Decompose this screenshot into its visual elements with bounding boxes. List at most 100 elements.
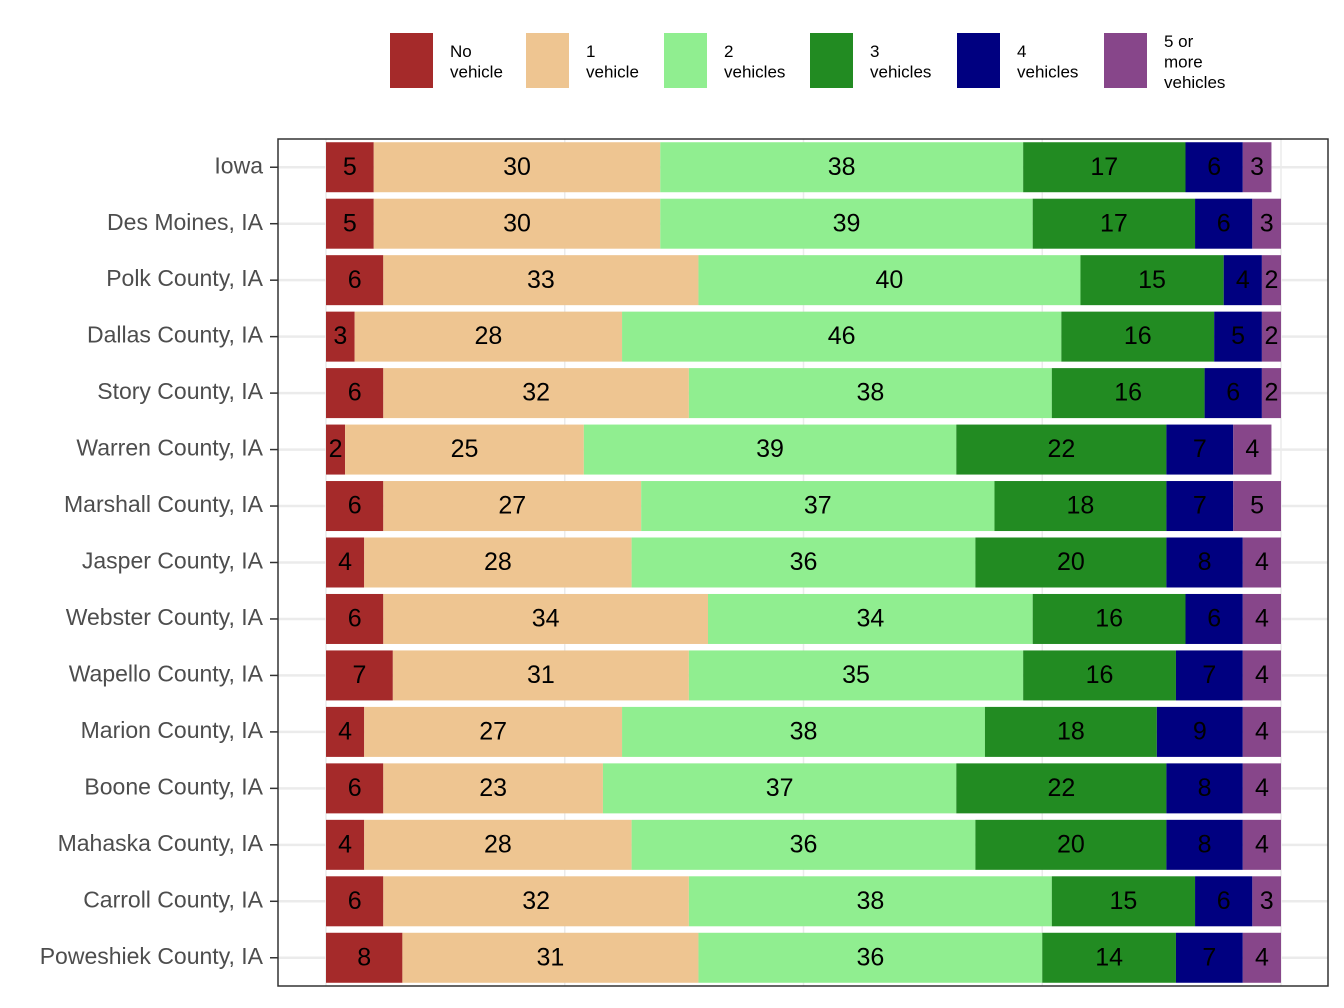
value-label: 27 [498,492,526,520]
value-label: 37 [766,774,794,802]
value-label: 7 [352,661,366,689]
y-tick-label: Carroll County, IA [83,886,263,912]
bar-segment [364,706,623,757]
legend-key [810,33,853,88]
bar-segment [383,255,699,306]
value-label: 4 [1255,830,1269,858]
value-label: 2 [1264,379,1278,407]
bar-segment [326,481,384,532]
bar-segment [1242,932,1281,983]
bar-segment [383,368,689,419]
value-label: 28 [484,548,512,576]
value-label: 5 [343,153,357,181]
value-label: 20 [1057,548,1085,576]
bar-segment [1185,593,1243,644]
value-label: 2 [1264,322,1278,350]
bar-segment [1175,650,1243,701]
value-label: 36 [856,943,884,971]
value-label: 22 [1047,774,1075,802]
bar-segment [326,368,384,419]
value-label: 4 [1255,605,1269,633]
value-label: 15 [1138,266,1166,294]
value-label: 31 [527,661,555,689]
value-label: 4 [1255,774,1269,802]
bar-segment [641,481,995,532]
bar-segment [326,311,355,362]
value-label: 6 [348,887,362,915]
value-label: 8 [1198,774,1212,802]
value-label: 17 [1100,209,1128,237]
bar-segment [602,763,957,814]
value-label: 14 [1095,943,1123,971]
legend-item: 5 or more vehicles [1104,32,1225,92]
bar-segment [345,424,584,475]
value-label: 46 [828,322,856,350]
value-label: 27 [479,718,507,746]
value-label: 6 [348,379,362,407]
value-label: 30 [503,153,531,181]
value-label: 31 [537,943,565,971]
bar-segment [1185,142,1243,193]
value-label: 35 [842,661,870,689]
legend-item: 1 vehicle [526,33,639,88]
bar-segment [1261,255,1281,306]
bar-segment [1080,255,1224,306]
value-label: 22 [1047,435,1075,463]
bar-segment [1166,481,1234,532]
y-tick-label: Marshall County, IA [64,491,264,517]
bar-segment [1233,481,1281,532]
legend-label: 3 vehicles [870,42,931,82]
value-label: 5 [1231,322,1245,350]
bar-segment [1223,255,1262,306]
bar-segment [688,650,1024,701]
y-tick-label: Boone County, IA [84,773,263,799]
value-label: 8 [1198,548,1212,576]
value-label: 16 [1124,322,1152,350]
value-label: 16 [1086,661,1114,689]
bar-segment [1166,537,1243,588]
bar-segment [1242,650,1281,701]
bar-segment [1023,650,1176,701]
value-label: 38 [856,887,884,915]
legend-label: 4 vehicles [1017,42,1078,82]
y-tick-label: Mahaska County, IA [58,830,264,856]
bar-segment [326,593,384,644]
bar-segment [383,763,603,814]
bar-segment [1214,311,1262,362]
bar-segment [326,650,393,701]
value-label: 8 [357,943,371,971]
bar-segment [1242,537,1281,588]
bar-segment [622,311,1062,362]
legend-label: 2 vehicles [724,42,785,82]
value-label: 6 [348,266,362,294]
legend-item: No vehicle [390,33,503,88]
value-label: 8 [1198,830,1212,858]
bar-segment [1195,198,1253,249]
y-tick-label: Jasper County, IA [82,548,264,574]
value-label: 4 [338,718,352,746]
bar-segment [1156,706,1243,757]
y-tick-label: Dallas County, IA [87,322,264,348]
value-label: 40 [876,266,904,294]
value-label: 6 [1207,153,1221,181]
bar-segment [1242,142,1272,193]
legend-key [664,33,707,88]
value-label: 18 [1067,492,1095,520]
bar-segment [1166,763,1243,814]
value-label: 39 [756,435,784,463]
y-tick-label: Story County, IA [97,378,263,404]
bar-segment [383,876,689,927]
value-label: 4 [1245,435,1259,463]
bar-segment [1233,424,1272,475]
value-label: 6 [348,605,362,633]
value-label: 7 [1202,943,1216,971]
bar-segment [1042,932,1176,983]
bar-segment [1261,368,1281,419]
value-label: 17 [1090,153,1118,181]
value-label: 7 [1193,435,1207,463]
bar-segment [1242,819,1281,870]
bar-segment [1195,876,1253,927]
y-tick-label: Warren County, IA [76,435,263,461]
value-label: 15 [1110,887,1138,915]
value-label: 2 [1264,266,1278,294]
